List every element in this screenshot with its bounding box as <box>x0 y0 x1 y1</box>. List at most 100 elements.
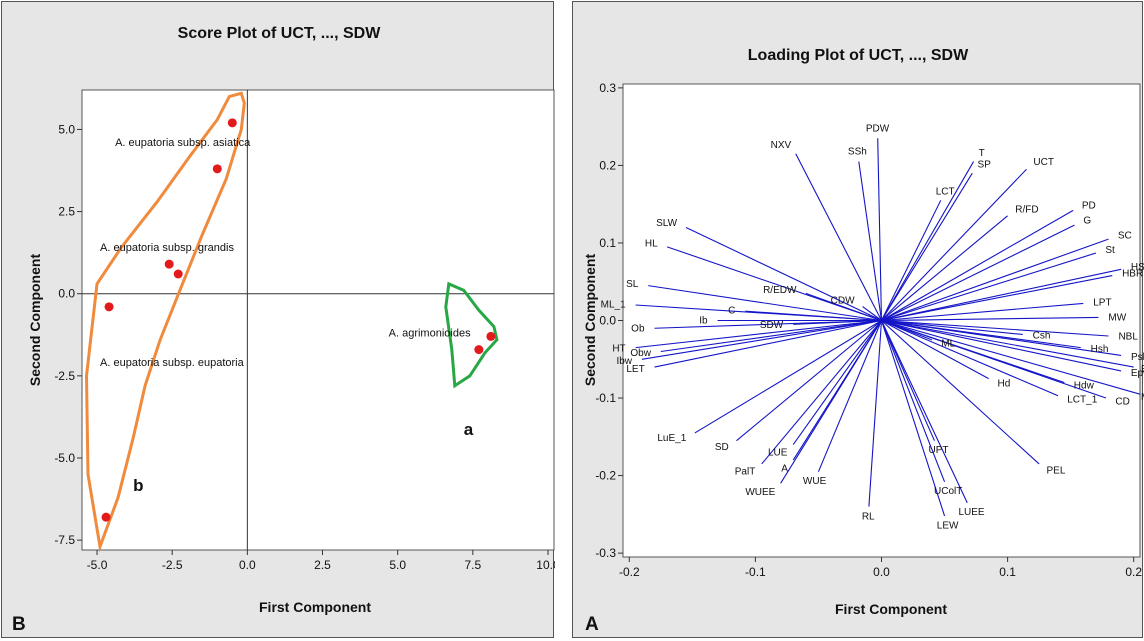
loading-vector-C <box>745 310 882 322</box>
loading-label-Psh: Psh <box>1131 352 1144 363</box>
loading-vector-T <box>881 161 975 321</box>
loading-vector-HSR1 <box>881 268 1122 322</box>
loading-label-CDW: CDW <box>831 296 855 307</box>
loading-label-Hdw: Hdw <box>1074 381 1095 392</box>
x-tick-label: -0.2 <box>619 565 640 579</box>
score-plot-panel: Score Plot of UCT, ..., SDW First Compone… <box>1 1 555 638</box>
loading-label-PEL: PEL <box>1047 466 1066 477</box>
loading-label-WUEE: WUEE <box>745 487 775 498</box>
chart-title: Loading Plot of UCT, ..., SDW <box>748 47 969 64</box>
loading-label-Hd: Hd <box>997 378 1010 389</box>
loading-label-NXV: NXV <box>771 140 792 151</box>
loading-vector-NXV <box>795 153 882 321</box>
loading-plot-panel: Loading Plot of UCT, ..., SDW First Compo… <box>572 1 1144 638</box>
x-tick-label: 0.1 <box>999 565 1016 579</box>
y-tick-label: 0.2 <box>599 158 616 172</box>
loading-vector-SD <box>736 320 882 442</box>
x-tick-label: 10.0 <box>536 558 555 572</box>
loading-label-G: G <box>1083 216 1091 227</box>
score-point <box>164 259 174 269</box>
loading-label-LPT: LPT <box>1093 298 1111 309</box>
species-annotation: A. eupatoria subsp. eupatoria <box>100 357 245 369</box>
loading-label-Hsh: Hsh <box>1091 344 1109 355</box>
group-label-a: a <box>464 420 474 439</box>
loading-vector-HBR <box>881 274 1113 322</box>
loading-vector-SP <box>881 172 973 321</box>
loading-vector-PD <box>881 209 1074 321</box>
loading-label-SD: SD <box>715 442 729 453</box>
loading-vector-Hdw <box>881 319 1065 384</box>
loading-label-LEW: LEW <box>937 520 959 531</box>
loading-vector-Psh <box>881 319 1122 356</box>
loading-label-HSR1: HSR1 <box>1131 262 1144 273</box>
score-point <box>474 345 484 355</box>
loading-vector-St <box>881 252 1097 322</box>
loading-label-MW: MW <box>1108 312 1126 323</box>
loading-vector-Csh <box>881 319 1023 336</box>
loading-label-SP: SP <box>978 160 992 171</box>
loading-vector-LPT <box>881 302 1084 322</box>
y-tick-label: -0.2 <box>595 469 616 483</box>
loading-vector-CDW <box>862 306 882 321</box>
x-axis-label: First Component <box>835 601 947 617</box>
group-a-hull <box>444 281 499 389</box>
loading-vector-HL <box>666 246 882 322</box>
loading-label-LET: LET <box>626 364 644 375</box>
loading-label-PalT: PalT <box>735 467 756 478</box>
chart-title: Score Plot of UCT, ..., SDW <box>178 25 382 42</box>
loading-label-R/FD: R/FD <box>1015 204 1038 215</box>
x-tick-label: 0.0 <box>873 565 890 579</box>
loading-label-R/EDW: R/EDW <box>763 285 797 296</box>
loading-vector-LCT_1 <box>881 319 1059 397</box>
group-label-b: b <box>133 476 143 495</box>
loading-label-Csh: Csh <box>1033 330 1051 341</box>
loading-label-LCT_1: LCT_1 <box>1067 395 1097 406</box>
loading-vector-UCT <box>881 168 1027 321</box>
loading-vector-Epw <box>881 319 1122 372</box>
loading-vector-Epi <box>881 319 1134 368</box>
loading-vector-LuE_1 <box>694 320 882 434</box>
y-tick-label: 2.5 <box>58 205 75 219</box>
y-tick-label: -0.3 <box>595 546 616 560</box>
loading-vector-MSh <box>881 319 1141 395</box>
loading-label-HL: HL <box>645 239 658 250</box>
loading-label-LCT: LCT <box>936 186 955 197</box>
loading-vector-RL <box>868 320 883 507</box>
loading-label-A: A <box>781 464 788 475</box>
x-tick-label: -5.0 <box>87 558 108 572</box>
loading-vector-PDW <box>877 138 883 321</box>
score-point <box>101 512 111 522</box>
loading-vector-LUE <box>792 320 882 445</box>
loading-label-SL: SL <box>626 279 639 290</box>
loading-vector-LET <box>654 319 882 368</box>
x-tick-label: 5.0 <box>389 558 406 572</box>
loading-label-Ob: Ob <box>631 324 645 335</box>
loading-label-T: T <box>979 148 985 159</box>
y-tick-label: 0.3 <box>599 81 616 95</box>
loading-vector-LCT <box>881 200 942 321</box>
loading-vector-G <box>881 224 1075 321</box>
loading-vector-HT <box>635 319 882 349</box>
loading-label-WUE: WUE <box>803 476 827 487</box>
score-point <box>173 269 183 279</box>
loading-vector-SC <box>881 238 1109 322</box>
x-tick-label: -2.5 <box>162 558 183 572</box>
loading-label-RL: RL <box>862 512 875 523</box>
loading-label-St: St <box>1105 245 1115 256</box>
loading-label-SDW: SDW <box>760 320 784 331</box>
loading-vector-MW <box>881 316 1099 322</box>
loading-label-ML: ML <box>941 338 955 349</box>
loading-label-UPT: UPT <box>928 445 948 456</box>
x-tick-label: 2.5 <box>314 558 331 572</box>
x-tick-label: 7.5 <box>464 558 481 572</box>
loading-label-Obw: Obw <box>630 348 651 359</box>
y-tick-label: -7.5 <box>54 533 75 547</box>
y-tick-label: -0.1 <box>595 391 616 405</box>
species-annotation: A. eupatoria subsp. asiatica <box>115 137 251 149</box>
score-point <box>486 331 496 341</box>
loading-vector-Ibw <box>641 319 882 360</box>
panel-label: B <box>12 614 26 635</box>
loading-vector-SDW <box>793 319 882 325</box>
loading-vector-SSh <box>858 161 883 321</box>
y-tick-label: -2.5 <box>54 369 75 383</box>
